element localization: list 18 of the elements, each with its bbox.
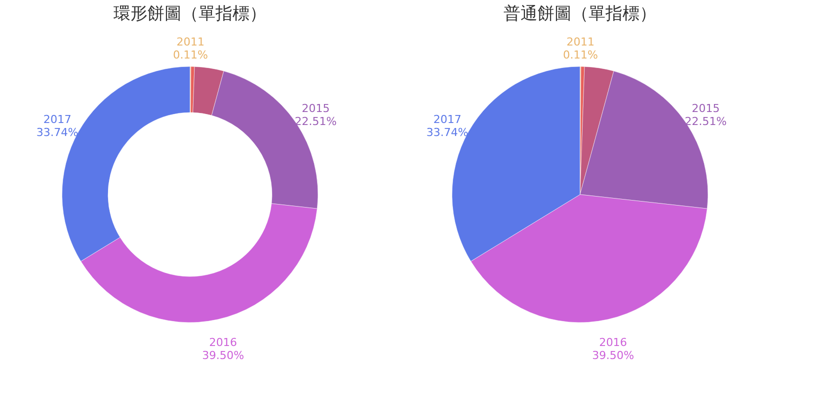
data-label: 33.74%: [426, 126, 468, 140]
chart-title: 普通餅圖（單指標）: [504, 4, 656, 24]
data-label: 33.74%: [36, 126, 78, 140]
slice-label: 2011: [176, 36, 205, 48]
slice-label: 2016: [209, 336, 238, 349]
slice-label: 2017: [43, 113, 72, 126]
slice-label: 2015: [692, 102, 720, 116]
slice-label: 2016: [599, 336, 628, 349]
data-label: 22.51%: [684, 115, 727, 128]
slice-label: 2011: [566, 36, 595, 48]
slice-label: 2017: [433, 113, 462, 126]
data-label: 22.51%: [294, 115, 337, 128]
data-label: 39.50%: [592, 348, 634, 362]
data-label: 0.11%: [173, 48, 208, 62]
slice-label: 2015: [302, 102, 330, 116]
chart-title: 環形餅圖（單指標）: [114, 4, 266, 24]
data-label: 0.11%: [563, 48, 598, 62]
data-label: 39.50%: [202, 348, 244, 362]
